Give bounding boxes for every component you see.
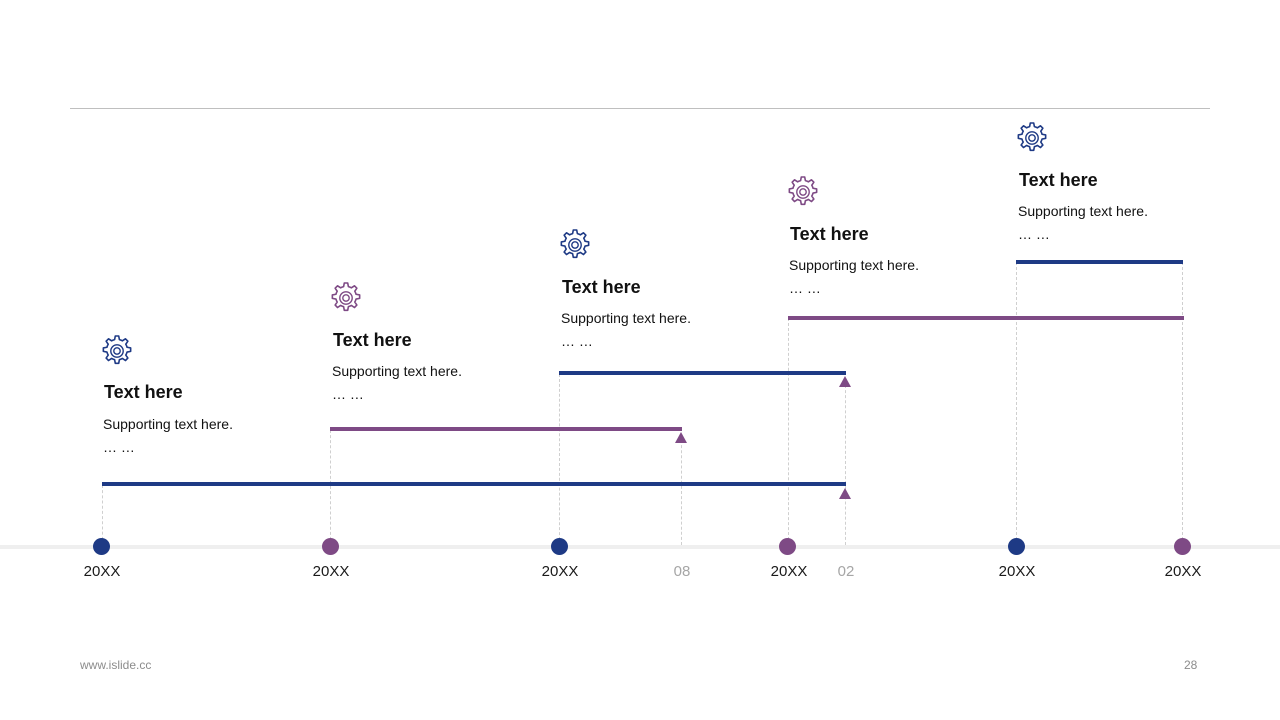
duration-bar-1 [102, 482, 846, 486]
duration-bar-3 [559, 371, 846, 375]
milestone-text: Supporting text here. [789, 257, 919, 273]
timeline-dot [779, 538, 796, 555]
guide-line [845, 385, 846, 545]
milestone-ellipsis: … … [103, 439, 135, 455]
axis-label: 20XX [541, 563, 579, 580]
milestone-ellipsis: … … [332, 386, 364, 402]
page-number: 28 [1184, 658, 1198, 672]
milestone-ellipsis: … … [1018, 226, 1050, 242]
milestone-title: Text here [104, 382, 183, 402]
axis-label: 20XX [312, 563, 350, 580]
top-divider [70, 108, 1210, 109]
axis-label: 20XX [998, 563, 1036, 580]
timeline-dot [551, 538, 568, 555]
milestone-title: Text here [790, 224, 869, 244]
guide-line [330, 430, 331, 545]
guide-line [1016, 262, 1017, 545]
guide-line [681, 440, 682, 545]
gear-icon [1017, 122, 1047, 152]
axis-label: 08 [673, 563, 691, 580]
milestone-ellipsis: … … [561, 333, 593, 349]
milestone-text: Supporting text here. [1018, 203, 1148, 219]
gear-icon [560, 229, 590, 259]
guide-line [788, 318, 789, 545]
gear-icon [102, 335, 132, 365]
milestone-title: Text here [562, 277, 641, 297]
timeline-dot [1008, 538, 1025, 555]
footer-website: www.islide.cc [80, 658, 152, 672]
duration-bar-4 [788, 316, 1184, 320]
guide-line [102, 485, 103, 545]
axis-label: 20XX [770, 563, 808, 580]
guide-line [1182, 262, 1183, 545]
milestone-text: Supporting text here. [561, 310, 691, 326]
axis-label: 20XX [1164, 563, 1202, 580]
axis-label: 02 [837, 563, 855, 580]
end-marker-triangle [675, 432, 687, 443]
guide-line [559, 374, 560, 545]
duration-bar-5 [1016, 260, 1183, 264]
milestone-text: Supporting text here. [332, 363, 462, 379]
end-marker-triangle [839, 376, 851, 387]
duration-bar-2 [330, 427, 682, 431]
milestone-title: Text here [333, 330, 412, 350]
timeline-axis [0, 545, 1280, 549]
milestone-ellipsis: … … [789, 280, 821, 296]
timeline-dot [93, 538, 110, 555]
gear-icon [331, 282, 361, 312]
axis-label: 20XX [83, 563, 121, 580]
timeline-dot [322, 538, 339, 555]
gear-icon [788, 176, 818, 206]
end-marker-triangle [839, 488, 851, 499]
timeline-dot [1174, 538, 1191, 555]
milestone-title: Text here [1019, 170, 1098, 190]
milestone-text: Supporting text here. [103, 416, 233, 432]
